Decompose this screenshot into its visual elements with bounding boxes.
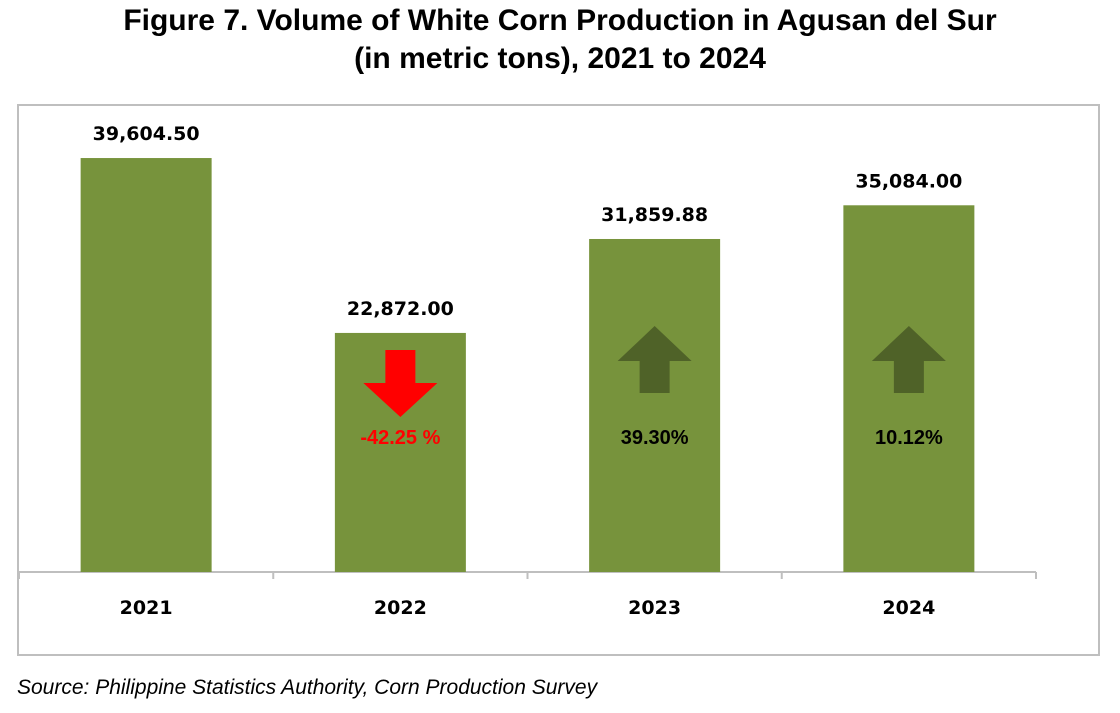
chart-title: Figure 7. Volume of White Corn Productio… [0, 2, 1120, 78]
chart-title-line-2: (in metric tons), 2021 to 2024 [354, 42, 766, 75]
chart-frame [17, 104, 1100, 656]
arrow-down-icon-2022 [363, 350, 438, 417]
data-label-2022: 22,872.00 [347, 298, 454, 320]
data-label-2023: 31,859.88 [601, 204, 708, 226]
data-label-2024: 35,084.00 [855, 170, 962, 192]
x-tick-label-2023: 2023 [628, 597, 681, 619]
source-note: Source: Philippine Statistics Authority,… [17, 676, 598, 699]
arrow-up-icon-2024 [871, 326, 946, 393]
x-tick-label-2022: 2022 [374, 597, 427, 619]
percent-change-label-2023: 39.30% [621, 427, 689, 449]
chart-title-line-1: Figure 7. Volume of White Corn Productio… [123, 4, 997, 37]
arrow-up-icon-2023 [617, 326, 692, 393]
bar-2021 [80, 158, 212, 572]
percent-change-label-2024: 10.12% [875, 427, 943, 449]
percent-change-label-2022: -42.25 % [360, 427, 440, 449]
x-tick-label-2024: 2024 [882, 597, 935, 619]
bar-2023 [589, 238, 721, 572]
data-label-2021: 39,604.50 [93, 123, 200, 145]
x-tick-label-2021: 2021 [120, 597, 173, 619]
